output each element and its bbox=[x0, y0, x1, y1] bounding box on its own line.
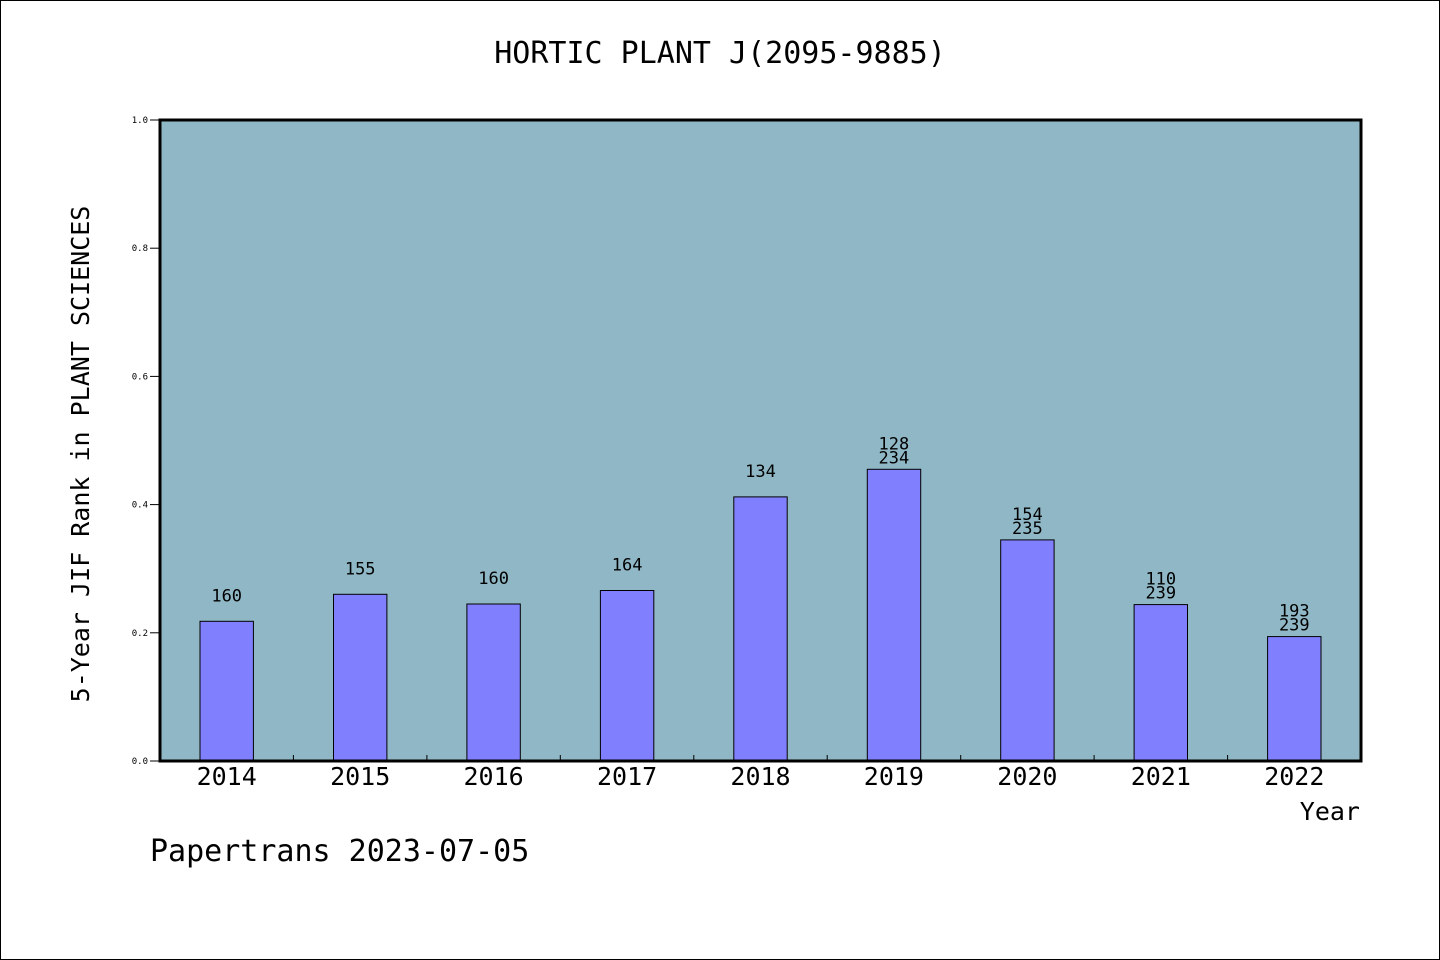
x-tick-label-2021: 2021 bbox=[1131, 762, 1191, 791]
x-tick-label-2020: 2020 bbox=[997, 762, 1057, 791]
bar-annotation-2018-1: 134 bbox=[745, 462, 776, 482]
x-tick-label-2017: 2017 bbox=[597, 762, 657, 791]
bar-2017 bbox=[599, 590, 655, 762]
bar-annotation-2019-2: 234 bbox=[879, 448, 910, 468]
bar-2014 bbox=[199, 620, 254, 762]
y-axis-label: 5-Year JIF Rank in PLANT SCIENCES bbox=[66, 206, 95, 703]
x-tick-label-2016: 2016 bbox=[463, 762, 523, 791]
bar-2020 bbox=[1000, 539, 1055, 762]
bar-annotation-2022-1: 193 bbox=[1279, 602, 1310, 622]
x-tick-label-2019: 2019 bbox=[864, 762, 924, 791]
bar-2015 bbox=[333, 593, 388, 762]
plot-border bbox=[158, 118, 1363, 763]
x-axis: 2014 2015 2016 2017 2018 2019 2020 2021 2022 bbox=[197, 755, 1324, 791]
bar-annotation-2021-1: 110 bbox=[1145, 570, 1176, 590]
y-tick-label-0.0: 0.0 bbox=[132, 757, 148, 767]
x-tick-label-2014: 2014 bbox=[197, 762, 257, 791]
chart-title: HORTIC PLANT J(2095-9885) bbox=[494, 36, 946, 71]
x-tick-label-2018: 2018 bbox=[730, 762, 790, 791]
bar-annotation-2022-2: 239 bbox=[1279, 616, 1310, 636]
bar-annotation-2020-1: 154 bbox=[1012, 505, 1043, 525]
bar-annotation-2021-2: 239 bbox=[1145, 584, 1176, 604]
y-tick-label-0.8: 0.8 bbox=[132, 244, 148, 254]
bar-annotation-2016-1: 160 bbox=[478, 569, 509, 589]
footer-credit: Papertrans 2023-07-05 bbox=[150, 834, 530, 869]
x-tick-label-2015: 2015 bbox=[330, 762, 390, 791]
y-tick-label-0.4: 0.4 bbox=[132, 501, 148, 511]
y-tick-label-0.6: 0.6 bbox=[132, 372, 148, 382]
bar-2018 bbox=[733, 496, 788, 762]
x-tick-label-2022: 2022 bbox=[1264, 762, 1324, 791]
bar-annotation-2017-1: 164 bbox=[612, 556, 643, 576]
bar-annotation-2020-2: 235 bbox=[1012, 519, 1043, 539]
bar-2021 bbox=[1133, 604, 1188, 762]
bar-annotation-2014-1: 160 bbox=[211, 586, 242, 606]
bar-2019 bbox=[866, 468, 922, 762]
bar-2022 bbox=[1267, 636, 1322, 762]
x-axis-label: Year bbox=[1300, 797, 1360, 826]
y-axis: 0.0 0.2 0.4 0.6 0.8 1.0 bbox=[132, 116, 160, 767]
y-tick-label-0.2: 0.2 bbox=[132, 629, 148, 639]
bars-layer bbox=[199, 468, 1322, 762]
bar-annotation-2019-1: 128 bbox=[879, 434, 910, 454]
bar-2016 bbox=[466, 603, 521, 762]
y-tick-label-1.0: 1.0 bbox=[132, 116, 148, 126]
bar-annotation-2015-1: 155 bbox=[345, 559, 376, 579]
